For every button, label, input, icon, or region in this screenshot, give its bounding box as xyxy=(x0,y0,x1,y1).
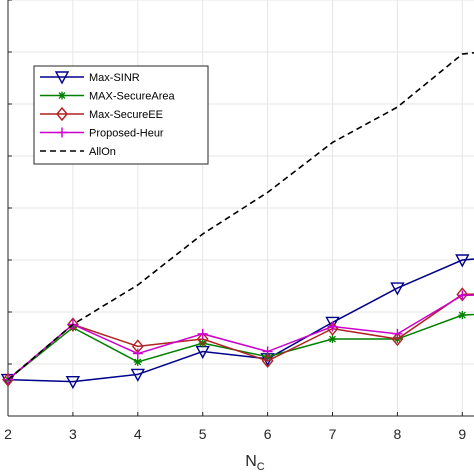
data-point xyxy=(457,290,468,301)
data-point xyxy=(392,328,403,339)
data-point xyxy=(133,357,142,366)
x-tick-label: 5 xyxy=(199,426,207,442)
x-tick-label: 3 xyxy=(69,426,77,442)
x-tick-label: 7 xyxy=(329,426,337,442)
legend-label: MAX-SecureArea xyxy=(89,91,175,103)
data-point xyxy=(390,282,405,296)
x-axis-label-main: N xyxy=(245,453,257,470)
data-point xyxy=(391,331,404,347)
data-point xyxy=(328,335,337,344)
x-tick-label: 6 xyxy=(264,426,272,442)
data-point xyxy=(327,321,338,332)
series-line xyxy=(7,51,474,381)
legend-label: Max-SINR xyxy=(89,72,140,84)
legend-entry: Max-SecureEE xyxy=(40,106,163,122)
series-allon xyxy=(7,51,474,381)
legend-label: Proposed-Heur xyxy=(89,128,164,140)
data-point xyxy=(198,339,207,348)
data-point xyxy=(196,331,209,347)
legend: Max-SINR MAX-SecureArea Max-SecureEE Propos… xyxy=(33,65,209,165)
data-point xyxy=(263,352,272,361)
x-tick-label: 2 xyxy=(4,426,12,442)
series-line xyxy=(7,293,474,381)
series-layer xyxy=(0,51,474,390)
data-point xyxy=(458,311,467,320)
data-point xyxy=(197,328,208,339)
data-point xyxy=(325,316,340,330)
data-point xyxy=(65,375,81,390)
legend-label: AllOn xyxy=(89,146,116,158)
data-point xyxy=(261,353,274,368)
axes: 2 3 4 5 6 7 8 9 xyxy=(4,0,474,442)
x-tick-label: 4 xyxy=(134,426,142,442)
legend-entry: AllOn xyxy=(40,146,116,158)
data-point xyxy=(262,346,273,357)
legend-marker xyxy=(54,71,70,85)
legend-entry: Proposed-Heur xyxy=(40,127,164,140)
data-point xyxy=(130,368,145,382)
x-tick-label: 8 xyxy=(394,426,402,442)
x-tick-label: 9 xyxy=(458,426,466,442)
data-point xyxy=(66,317,79,332)
legend-label: Max-SecureEE xyxy=(89,109,163,121)
x-axis-label: NC xyxy=(245,453,265,473)
legend-entry: MAX-SecureArea xyxy=(40,91,175,103)
x-axis-label-subscript: C xyxy=(257,461,265,473)
data-point xyxy=(132,348,143,359)
legend-entry: Max-SINR xyxy=(40,71,140,85)
data-point xyxy=(455,254,470,268)
legend-marker xyxy=(57,127,67,138)
series-proposed-heur xyxy=(3,290,474,385)
legend-marker xyxy=(58,91,66,100)
legend-marker xyxy=(56,106,68,122)
